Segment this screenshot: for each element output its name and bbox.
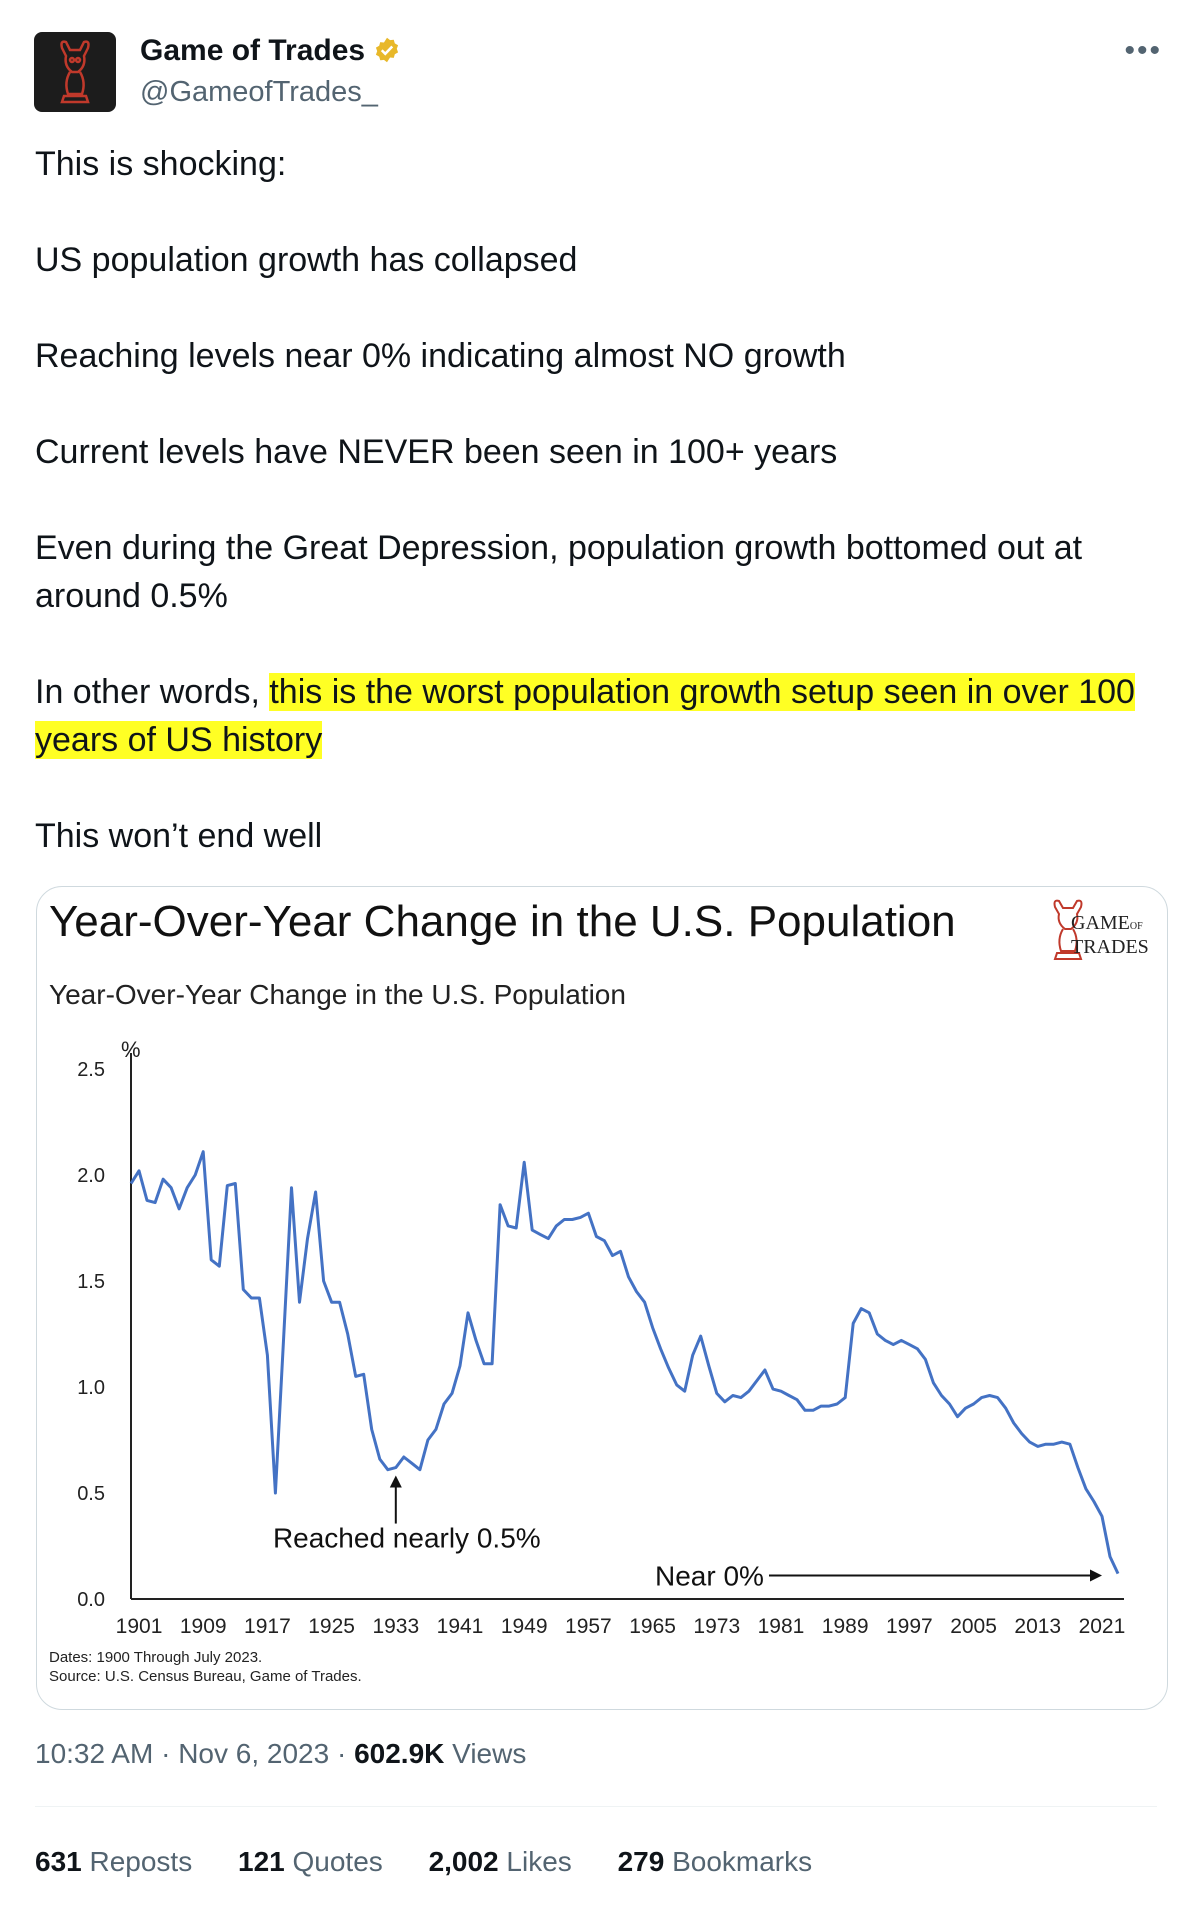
- x-tick-label: 1941: [437, 1615, 484, 1638]
- likes-count: 2,002: [428, 1846, 499, 1877]
- tweet-time[interactable]: 10:32 AM: [35, 1738, 154, 1769]
- meta-separator: ·: [153, 1738, 179, 1769]
- tweet-paragraph: US population growth has collapsed: [35, 241, 578, 279]
- x-tick-label: 1957: [565, 1615, 612, 1638]
- y-tick-label: 0.5: [77, 1483, 105, 1505]
- tweet-paragraph: This is shocking:: [35, 145, 287, 183]
- logo-line-1: GAME: [1071, 912, 1130, 934]
- x-tick-label: 2021: [1079, 1615, 1126, 1638]
- meta-separator: ·: [329, 1738, 355, 1769]
- chart-image-title: Year-Over-Year Change in the U.S. Popula…: [49, 897, 956, 946]
- bookmarks-stat[interactable]: 279 Bookmarks: [618, 1846, 813, 1877]
- views-label: Views: [444, 1738, 527, 1769]
- y-tick-label: 1.0: [77, 1377, 105, 1399]
- author-avatar[interactable]: [34, 32, 116, 112]
- likes-label: Likes: [498, 1846, 572, 1877]
- x-tick-label: 1949: [501, 1615, 548, 1638]
- x-tick-label: 1981: [758, 1615, 805, 1638]
- x-tick-label: 1917: [244, 1615, 291, 1638]
- bookmarks-count: 279: [617, 1846, 665, 1877]
- x-tick-label: 1933: [372, 1615, 419, 1638]
- x-tick-label: 2013: [1014, 1615, 1061, 1638]
- annotation-label: Reached nearly 0.5%: [273, 1523, 541, 1554]
- bull-knight-logo-icon: [60, 40, 90, 104]
- more-options-icon[interactable]: •••: [1124, 34, 1162, 67]
- logo-small: OF: [1129, 921, 1143, 932]
- annotation-arrow-head: [389, 1475, 402, 1488]
- author-name-text[interactable]: Game of Trades: [140, 34, 366, 67]
- logo-line-2: TRADES: [1071, 936, 1149, 958]
- annotation-label: Near 0%: [655, 1561, 764, 1592]
- population-line-chart: 0.0 0.5 1.0 1.5 2.0 2.5 1901 1909 1917 1925 1933 19…: [77, 1053, 1126, 1638]
- tweet-paragraph-highlighted: In other words, this is the worst popula…: [35, 668, 1145, 764]
- verified-badge-icon: [373, 36, 401, 72]
- tweet-closing: This won’t end well: [35, 817, 323, 855]
- y-tick-label: 2.5: [77, 1059, 105, 1081]
- y-tick-label: 1.5: [77, 1271, 105, 1293]
- x-tick-label: 1973: [693, 1615, 740, 1638]
- logo-wordmark: GAMEOF TRADES: [1071, 913, 1149, 957]
- x-tick-label: 1965: [629, 1615, 676, 1638]
- y-tick-label: 0.0: [77, 1589, 105, 1611]
- chart-note-dates: Dates: 1900 Through July 2023.: [49, 1649, 263, 1666]
- bookmarks-label: Bookmarks: [664, 1846, 813, 1877]
- tweet-paragraph: Current levels have NEVER been seen in 1…: [35, 433, 838, 471]
- reposts-count: 631: [35, 1846, 82, 1877]
- chart-title: Year-Over-Year Change in the U.S. Popula…: [49, 979, 626, 1010]
- paragraph-lead: In other words,: [35, 673, 270, 711]
- reposts-label: Reposts: [81, 1846, 193, 1877]
- tweet-paragraph: Reaching levels near 0% indicating almos…: [35, 337, 846, 375]
- y-axis-unit: %: [121, 1037, 141, 1062]
- chart-image-card[interactable]: Year-Over-Year Change in the U.S. Popula…: [36, 886, 1168, 1710]
- x-tick-label: 1989: [822, 1615, 869, 1638]
- x-tick-label: 2005: [950, 1615, 997, 1638]
- tweet-text: This is shocking: US population growth h…: [35, 140, 1145, 908]
- x-tick-label: 1901: [116, 1615, 163, 1638]
- quotes-label: Quotes: [284, 1846, 383, 1877]
- x-tick-label: 1909: [180, 1615, 227, 1638]
- game-of-trades-logo-icon: [1053, 899, 1083, 960]
- divider: [35, 1806, 1157, 1807]
- x-tick-label: 1997: [886, 1615, 933, 1638]
- reposts-stat[interactable]: 631 Reposts: [35, 1846, 192, 1877]
- series-line: [129, 1150, 1120, 1575]
- quotes-count: 121: [238, 1846, 285, 1877]
- views-count: 602.9K: [354, 1738, 445, 1769]
- engagement-stats: 631 Reposts 121 Quotes 2,002 Likes 279 B…: [35, 1846, 850, 1878]
- author-name[interactable]: Game of Trades: [140, 34, 401, 72]
- author-handle[interactable]: @GameofTrades_: [140, 76, 378, 108]
- quotes-stat[interactable]: 121 Quotes: [238, 1846, 383, 1877]
- y-tick-label: 2.0: [77, 1165, 105, 1187]
- annotation-arrow-head: [1090, 1569, 1102, 1582]
- tweet-meta: 10:32 AM · Nov 6, 2023 · 602.9K Views: [35, 1738, 526, 1770]
- chart-note-source: Source: U.S. Census Bureau, Game of Trad…: [49, 1668, 362, 1685]
- tweet-paragraph: Even during the Great Depression, popula…: [35, 529, 1083, 615]
- tweet-date[interactable]: Nov 6, 2023: [178, 1738, 330, 1769]
- x-tick-label: 1925: [308, 1615, 355, 1638]
- likes-stat[interactable]: 2,002 Likes: [429, 1846, 572, 1877]
